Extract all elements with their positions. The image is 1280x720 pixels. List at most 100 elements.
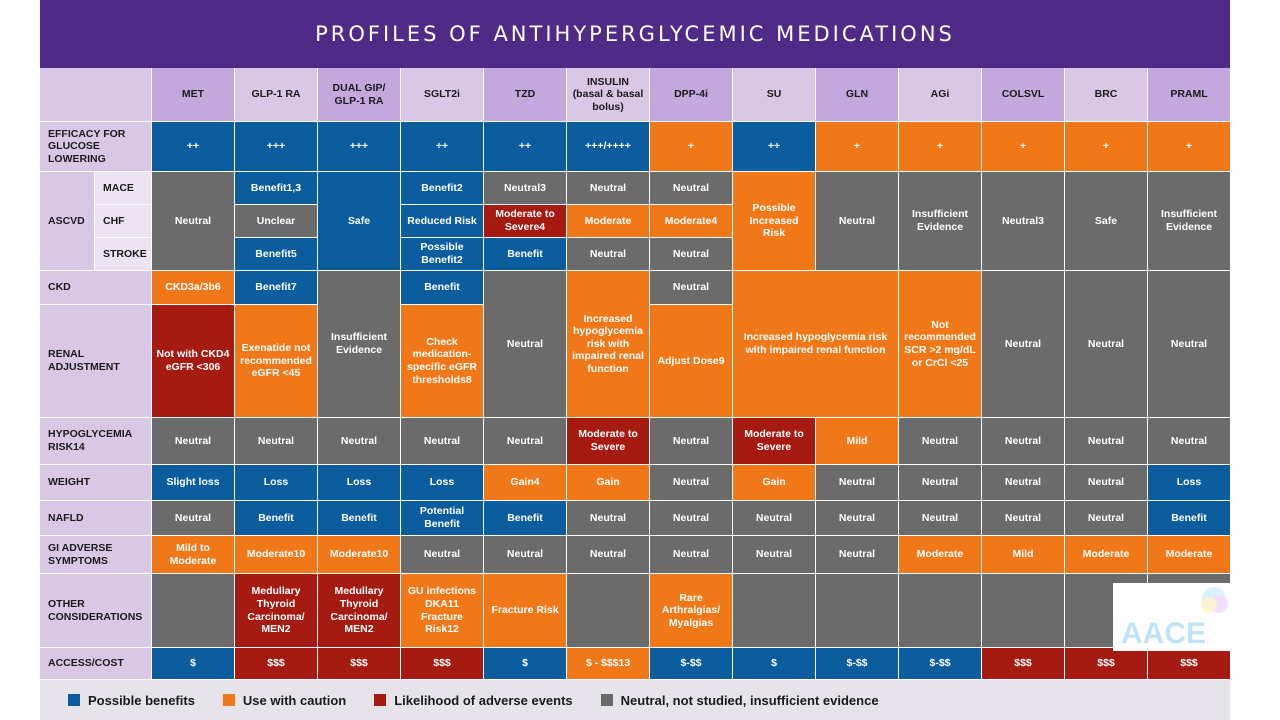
efficacy-cell-5: +++/++++ <box>567 122 650 172</box>
column-header-4: TZD <box>484 68 567 122</box>
gi-cell-8: Neutral <box>816 536 899 574</box>
column-header-7: SU <box>733 68 816 122</box>
ascvd-cell-glp-chf: Unclear <box>235 205 318 238</box>
ascvd-cell-sglt-stroke: Possible Benefit2 <box>401 238 484 271</box>
efficacy-cell-3: ++ <box>401 122 484 172</box>
cost-cell-1: $$$ <box>235 648 318 680</box>
gi-cell-10: Mild <box>982 536 1065 574</box>
cost-cell-2: $$$ <box>318 648 401 680</box>
medication-profile-table: MET GLP-1 RA DUAL GIP/ GLP-1 RA SGLT2i TZD IN… <box>40 68 1231 680</box>
gi-cell-3: Neutral <box>401 536 484 574</box>
other-cell-4: Fracture Risk <box>484 574 567 648</box>
row-label-ascvd: ASCVD <box>40 172 95 271</box>
efficacy-cell-9: + <box>899 122 982 172</box>
legend: Possible benefits Use with caution Likel… <box>40 680 1230 720</box>
legend-label-benefit: Possible benefits <box>88 692 195 708</box>
ckd-renal-cell-tzd: Neutral <box>484 271 567 418</box>
weight-cell-4: Gain4 <box>484 465 567 501</box>
svg-text:AACE: AACE <box>1121 617 1206 650</box>
nafld-cell-0: Neutral <box>152 501 235 536</box>
column-header-12: PRAML <box>1148 68 1231 122</box>
other-cell-1: Medullary Thyroid Carcinoma/ MEN2 <box>235 574 318 648</box>
cost-cell-3: $$$ <box>401 648 484 680</box>
ascvd-cell-tzd-chf: Moderate to Severe4 <box>484 205 567 238</box>
other-cell-10 <box>982 574 1065 648</box>
legend-label-neutral: Neutral, not studied, insufficient evide… <box>620 692 879 708</box>
ascvd-cell-tzd-mace: Neutral3 <box>484 172 567 205</box>
column-header-9: AGi <box>899 68 982 122</box>
weight-cell-5: Gain <box>567 465 650 501</box>
legend-item-caution: Use with caution <box>222 693 346 708</box>
hypo-cell-12: Neutral <box>1148 418 1231 465</box>
ckd-renal-cell-praml: Neutral <box>1148 271 1231 418</box>
nafld-cell-10: Neutral <box>982 501 1065 536</box>
nafld-cell-6: Neutral <box>650 501 733 536</box>
other-cell-2: Medullary Thyroid Carcinoma/ MEN2 <box>318 574 401 648</box>
hypo-cell-4: Neutral <box>484 418 567 465</box>
column-header-6: DPP-4i <box>650 68 733 122</box>
cost-cell-8: $-$$ <box>816 648 899 680</box>
page-title: PROFILES OF ANTIHYPERGLYCEMIC MEDICATION… <box>40 0 1230 68</box>
legend-item-adverse: Likelihood of adverse events <box>374 693 573 708</box>
nafld-cell-1: Benefit <box>235 501 318 536</box>
ckd-cell-met: CKD3a/3b6 <box>152 271 235 305</box>
hypo-cell-1: Neutral <box>235 418 318 465</box>
legend-swatch-benefit <box>68 694 80 706</box>
nafld-cell-3: Potential Benefit <box>401 501 484 536</box>
column-header-0: MET <box>152 68 235 122</box>
hypo-cell-6: Neutral <box>650 418 733 465</box>
ckd-renal-cell-colsvl: Neutral <box>982 271 1065 418</box>
ascvd-cell-ins-stroke: Neutral <box>567 238 650 271</box>
efficacy-cell-1: +++ <box>235 122 318 172</box>
legend-item-neutral: Neutral, not studied, insufficient evide… <box>600 692 879 708</box>
ascvd-cell-praml: Insufficient Evidence <box>1148 172 1231 271</box>
hypo-cell-7: Moderate to Severe <box>733 418 816 465</box>
legend-swatch-neutral <box>600 694 613 706</box>
ascvd-cell-met: Neutral <box>152 172 235 271</box>
gi-cell-7: Neutral <box>733 536 816 574</box>
legend-swatch-caution <box>222 694 235 706</box>
column-header-5: INSULIN (basal & basal bolus) <box>567 68 650 122</box>
column-header-11: BRC <box>1065 68 1148 122</box>
nafld-cell-11: Neutral <box>1065 501 1148 536</box>
gi-cell-1: Moderate10 <box>235 536 318 574</box>
weight-cell-8: Neutral <box>816 465 899 501</box>
cost-cell-6: $-$$ <box>650 648 733 680</box>
aace-logo-icon: AACE <box>1121 587 1228 650</box>
ascvd-cell-tzd-stroke: Benefit <box>484 238 567 271</box>
efficacy-cell-7: ++ <box>733 122 816 172</box>
ascvd-cell-glp-mace: Benefit1,3 <box>235 172 318 205</box>
other-cell-0 <box>152 574 235 648</box>
hypo-cell-0: Neutral <box>152 418 235 465</box>
ckd-renal-cell-agi: Not recommended SCR >2 mg/dL or CrCl <25 <box>899 271 982 418</box>
ascvd-cell-brc: Safe <box>1065 172 1148 271</box>
row-label-nafld: NAFLD <box>40 501 152 536</box>
ckd-renal-cell-dual: Insufficient Evidence <box>318 271 401 418</box>
cost-cell-0: $ <box>152 648 235 680</box>
weight-cell-12: Loss <box>1148 465 1231 501</box>
column-header-3: SGLT2i <box>401 68 484 122</box>
column-header-8: GLN <box>816 68 899 122</box>
cost-cell-9: $-$$ <box>899 648 982 680</box>
hypo-cell-3: Neutral <box>401 418 484 465</box>
efficacy-cell-11: + <box>1065 122 1148 172</box>
hypo-cell-2: Neutral <box>318 418 401 465</box>
renal-cell-dpp: Adjust Dose9 <box>650 305 733 418</box>
nafld-cell-7: Neutral <box>733 501 816 536</box>
efficacy-cell-4: ++ <box>484 122 567 172</box>
other-cell-5 <box>567 574 650 648</box>
gi-cell-9: Moderate <box>899 536 982 574</box>
gi-cell-11: Moderate <box>1065 536 1148 574</box>
renal-cell-glp: Exenatide not recommended eGFR <45 <box>235 305 318 418</box>
renal-cell-met: Not with CKD4 eGFR <306 <box>152 305 235 418</box>
efficacy-cell-0: ++ <box>152 122 235 172</box>
row-label-efficacy: EFFICACY FOR GLUCOSE LOWERING <box>40 122 152 172</box>
weight-cell-10: Neutral <box>982 465 1065 501</box>
column-header-10: COLSVL <box>982 68 1065 122</box>
ascvd-cell-colsvl: Neutral3 <box>982 172 1065 271</box>
ckd-cell-sglt: Benefit <box>401 271 484 305</box>
other-cell-9 <box>899 574 982 648</box>
other-cell-3: GU infections DKA11 Fracture Risk12 <box>401 574 484 648</box>
legend-item-benefit: Possible benefits <box>68 693 195 708</box>
ascvd-cell-dpp-mace: Neutral <box>650 172 733 205</box>
